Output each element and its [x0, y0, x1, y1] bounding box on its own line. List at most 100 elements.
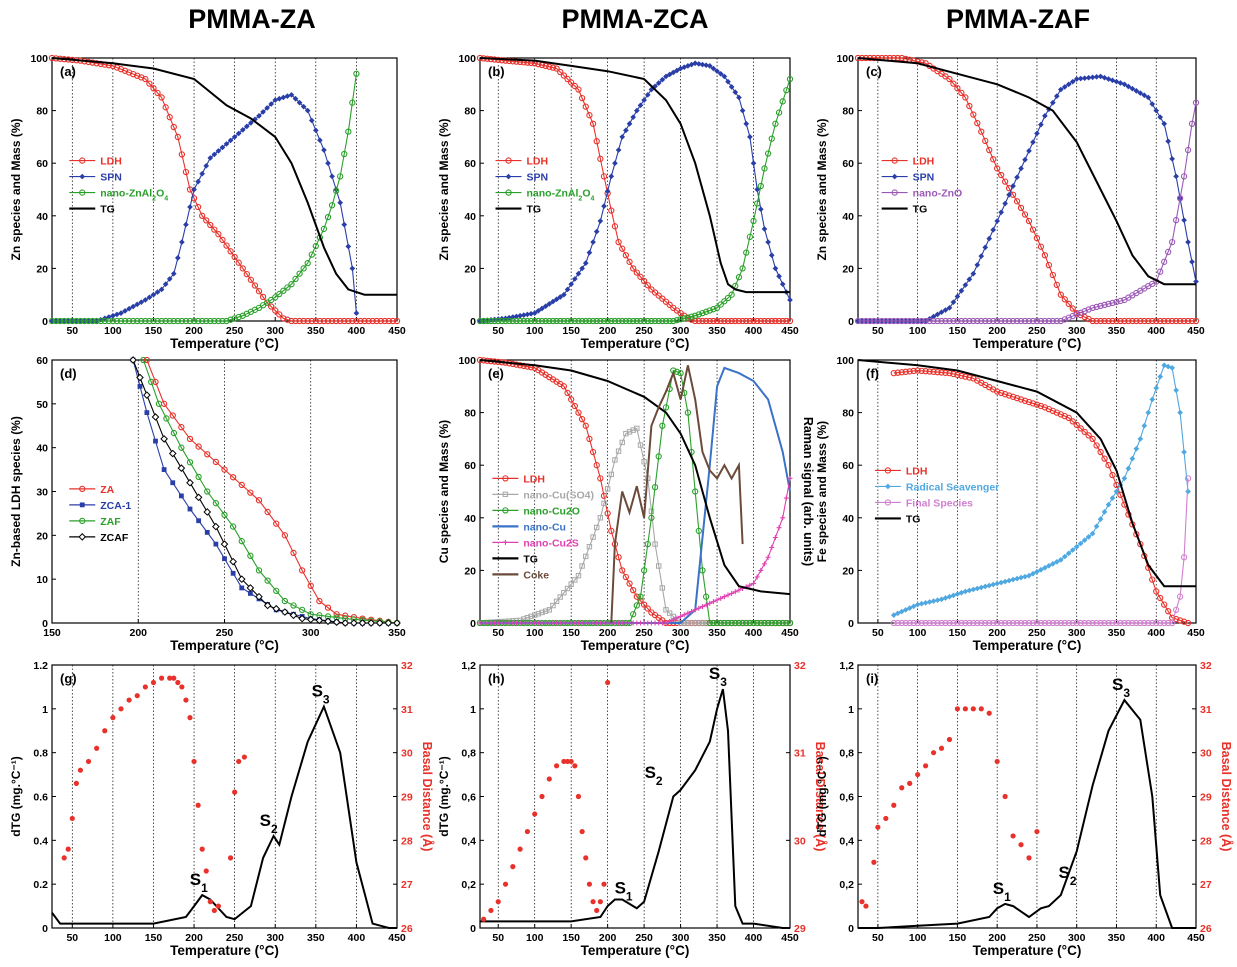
data-point [862, 317, 870, 325]
data-point [662, 404, 670, 411]
data-point [166, 276, 173, 282]
data-point [345, 243, 352, 250]
data-point [772, 120, 779, 127]
data-point [146, 80, 153, 87]
data-point [1180, 317, 1188, 325]
data-point [263, 601, 272, 610]
data-point [1077, 425, 1084, 432]
data-point [783, 619, 790, 627]
data-point [1141, 92, 1148, 99]
data-point [1137, 90, 1144, 96]
x-axis-label: Temperature (°C) [581, 638, 690, 653]
data-point [1002, 793, 1008, 800]
data-point [1149, 576, 1156, 583]
data-point [332, 618, 341, 626]
legend-marker [891, 189, 898, 196]
data-point [1184, 317, 1192, 325]
data-point [612, 160, 618, 167]
data-point [970, 317, 977, 325]
data-point [1001, 391, 1009, 398]
data-point [109, 317, 117, 325]
data-point [1046, 562, 1052, 569]
data-point [1117, 619, 1124, 627]
data-point [69, 815, 75, 822]
data-point [272, 294, 279, 301]
data-point [882, 317, 889, 325]
data-point [561, 758, 567, 765]
data-point [772, 619, 779, 627]
series-line [479, 427, 790, 624]
panel-label: (g) [60, 671, 77, 686]
data-point [288, 317, 295, 325]
data-point [597, 899, 603, 905]
data-point [954, 85, 961, 92]
x-tick-label: 400 [1147, 932, 1165, 944]
data-point [221, 511, 228, 519]
data-point [1168, 238, 1176, 246]
panel-i: 50 100 150 200 250 300 350 400 450 0 0,2 0,4 0,6 0,8 1… [815, 660, 1234, 958]
data-point [615, 448, 622, 454]
data-point [1089, 317, 1096, 325]
data-point [317, 137, 323, 144]
data-point [728, 84, 735, 90]
data-point [122, 308, 128, 314]
data-point [1157, 594, 1164, 602]
data-point [238, 481, 245, 489]
data-point [633, 317, 640, 325]
data-point [930, 750, 937, 756]
x-axis-label: Temperature (°C) [170, 336, 279, 351]
data-point [516, 362, 524, 369]
data-point [1014, 174, 1020, 181]
data-point [183, 221, 189, 228]
data-point [978, 619, 985, 627]
data-point [626, 120, 633, 127]
data-point [557, 68, 564, 76]
data-point [169, 412, 176, 419]
legend-marker [78, 533, 87, 541]
data-point [195, 443, 202, 450]
data-point [393, 317, 401, 325]
data-point [229, 523, 237, 530]
data-point [553, 598, 560, 605]
x-tick-label: 300 [1068, 325, 1086, 337]
data-point [1081, 619, 1088, 627]
data-point [527, 317, 535, 325]
data-point [1034, 130, 1040, 137]
data-point [65, 317, 72, 325]
data-point [579, 828, 585, 835]
data-point [898, 317, 905, 325]
data-point [1180, 618, 1188, 625]
data-point [1005, 619, 1013, 627]
x-tick-label: 100 [526, 627, 544, 639]
data-point [143, 356, 151, 364]
data-point [532, 811, 538, 817]
series-dtg [858, 698, 1196, 929]
data-point [134, 317, 141, 325]
data-point [256, 113, 262, 119]
y-axis-label: Zn species and Mass (%) [9, 118, 23, 260]
data-point [1010, 833, 1016, 839]
x-tick-label: 400 [745, 932, 763, 944]
data-point [750, 619, 757, 627]
legend-marker [79, 517, 86, 525]
legend-label: LDH [527, 156, 549, 168]
data-point [1049, 317, 1056, 325]
data-point [94, 745, 100, 751]
data-point [1105, 501, 1112, 508]
data-point [1026, 572, 1032, 579]
data-point [231, 134, 238, 140]
legend-marker [502, 491, 509, 498]
data-point [630, 265, 637, 272]
data-point [325, 160, 331, 167]
data-point [153, 438, 158, 444]
data-point [1065, 414, 1072, 422]
data-point [495, 899, 501, 905]
data-point [199, 212, 206, 219]
data-point [162, 104, 169, 111]
data-point [568, 317, 575, 325]
data-point [385, 317, 393, 325]
data-point [1125, 317, 1132, 325]
legend-label: nano-Cu2O [523, 505, 580, 517]
data-point [281, 608, 289, 616]
